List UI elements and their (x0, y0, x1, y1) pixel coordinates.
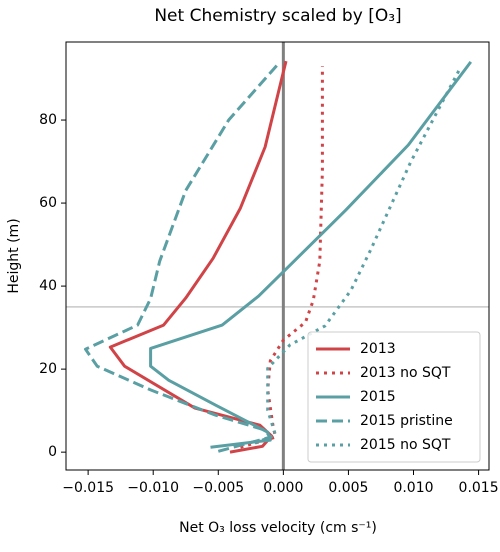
plot-frame (65, 41, 490, 471)
chart-title: Net Chemistry scaled by [O₃] (154, 6, 401, 26)
x-tick-label: −0.010 (127, 480, 179, 496)
x-tick-label: 0.015 (459, 480, 499, 496)
series-line (149, 60, 472, 449)
legend-label: 2015 pristine (360, 413, 453, 429)
legend-label: 2015 no SQT (360, 437, 451, 453)
y-tick-label: 20 (39, 361, 57, 377)
y-tick-label: 60 (39, 195, 57, 211)
x-tick-label: 0.000 (263, 480, 303, 496)
legend-label: 2013 (360, 341, 396, 357)
x-tick-label: −0.005 (192, 480, 244, 496)
y-axis-label: Height (m) (6, 218, 22, 293)
y-tick-label: 80 (39, 112, 57, 128)
legend-label: 2013 no SQT (360, 365, 451, 381)
x-tick-label: −0.015 (62, 480, 114, 496)
series-line (84, 63, 280, 453)
y-tick-label: 40 (39, 278, 57, 294)
x-tick-label: 0.005 (328, 480, 368, 496)
series-line (239, 66, 324, 449)
x-axis-label: Net O₃ loss velocity (cm s⁻¹) (179, 520, 377, 536)
x-tick-label: 0.010 (393, 480, 433, 496)
y-tick-label: 0 (48, 444, 57, 460)
legend-label: 2015 (360, 389, 396, 405)
legend-box (307, 331, 481, 463)
series-line (108, 60, 288, 454)
